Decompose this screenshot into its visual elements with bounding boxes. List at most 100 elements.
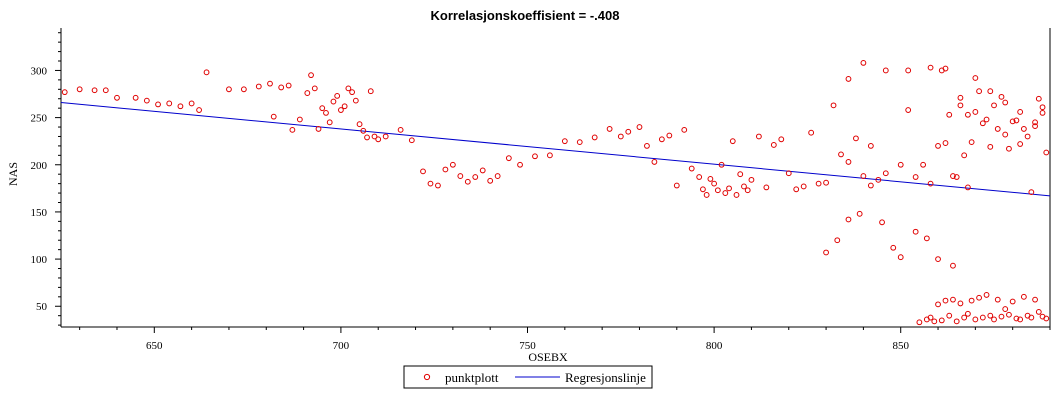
scatter-point bbox=[707, 176, 714, 182]
scatter-point bbox=[472, 174, 479, 180]
scatter-point bbox=[927, 64, 934, 71]
x-tick-label: 650 bbox=[146, 340, 163, 352]
scatter-point bbox=[953, 174, 960, 180]
scatter-point bbox=[1017, 109, 1024, 115]
scatter-point bbox=[744, 187, 751, 194]
scatter-point bbox=[532, 153, 538, 160]
scatter-point bbox=[696, 174, 703, 180]
y-tick-label: 200 bbox=[31, 160, 48, 172]
scatter-point bbox=[1017, 141, 1024, 147]
scatter-point bbox=[364, 134, 370, 141]
scatter-point bbox=[367, 88, 374, 95]
scatter-point bbox=[983, 116, 990, 123]
scatter-point bbox=[1017, 316, 1024, 323]
scatter-point bbox=[352, 97, 359, 104]
scatter-point bbox=[91, 87, 98, 94]
scatter-point bbox=[1020, 293, 1027, 300]
scatter-point bbox=[323, 109, 329, 116]
scatter-point bbox=[517, 161, 523, 168]
scatter-point bbox=[1002, 131, 1009, 138]
scatter-point bbox=[311, 85, 318, 92]
y-axis-title: NAS bbox=[6, 162, 20, 186]
scatter-point bbox=[737, 171, 744, 178]
scatter-point bbox=[1009, 118, 1016, 125]
y-tick-label: 250 bbox=[31, 113, 48, 125]
scatter-point bbox=[464, 178, 471, 185]
scatter-point bbox=[931, 318, 938, 325]
scatter-point bbox=[916, 319, 923, 326]
scatter-point bbox=[860, 173, 867, 179]
scatter-point bbox=[927, 180, 934, 187]
scatter-point bbox=[114, 94, 120, 101]
scatter-point bbox=[334, 93, 341, 99]
scatter-point bbox=[688, 165, 695, 172]
scatter-point bbox=[1009, 298, 1016, 305]
scatter-point bbox=[979, 314, 986, 321]
scatter-point bbox=[177, 103, 184, 110]
scatter-point bbox=[987, 143, 994, 150]
scatter-point bbox=[927, 314, 934, 321]
scatter-point bbox=[1032, 296, 1038, 303]
scatter-point bbox=[834, 237, 841, 244]
scatter-point bbox=[371, 133, 378, 140]
scatter-point bbox=[979, 120, 986, 127]
scatter-point bbox=[950, 262, 956, 269]
scatter-point bbox=[487, 177, 494, 184]
scatter-point bbox=[1035, 95, 1042, 102]
scatter-point bbox=[976, 88, 982, 95]
scatter-point bbox=[255, 83, 262, 90]
scatter-point bbox=[998, 313, 1005, 320]
scatter-point bbox=[561, 138, 568, 145]
scatter-point bbox=[651, 159, 658, 165]
scatter-point bbox=[845, 76, 852, 82]
scatter-point bbox=[397, 126, 404, 133]
scatter-point bbox=[748, 176, 755, 183]
scatter-point bbox=[808, 129, 815, 136]
regression-line-group bbox=[60, 102, 1051, 197]
scatter-point bbox=[815, 180, 822, 187]
scatter-point bbox=[1039, 104, 1046, 111]
scatter-point bbox=[382, 133, 389, 140]
scatter-point bbox=[912, 228, 919, 235]
scatter-point bbox=[143, 97, 150, 104]
scatter-point bbox=[957, 102, 964, 109]
scatter-point bbox=[964, 310, 971, 317]
scatter-point bbox=[987, 88, 994, 95]
scatter-point bbox=[890, 244, 897, 251]
scatter-point bbox=[741, 183, 747, 190]
scatter-point bbox=[591, 134, 598, 141]
scatter-point bbox=[912, 174, 919, 180]
scatter-point bbox=[703, 192, 710, 198]
scatter-point bbox=[770, 142, 777, 148]
scatter-point bbox=[714, 187, 721, 194]
scatter-point bbox=[882, 170, 889, 177]
scatter-point bbox=[1013, 315, 1020, 322]
scatter-point bbox=[155, 101, 161, 108]
scatter-point bbox=[793, 186, 800, 193]
scatter-point bbox=[991, 102, 997, 109]
scatter-point bbox=[733, 192, 740, 198]
scatter-point bbox=[853, 135, 859, 142]
legend-label-regresjonslinje: Regresjonslinje bbox=[565, 370, 646, 385]
scatter-point bbox=[755, 133, 762, 140]
scatter-point bbox=[1006, 145, 1012, 152]
scatter-point bbox=[449, 161, 456, 168]
scatter-point bbox=[427, 180, 434, 187]
scatter-point bbox=[658, 136, 665, 143]
scatter-point bbox=[61, 89, 68, 96]
scatter-point bbox=[953, 318, 960, 325]
scatter-point bbox=[882, 67, 889, 74]
scatter-point bbox=[923, 235, 930, 242]
scatter-point bbox=[1043, 315, 1050, 322]
scatter-point bbox=[961, 314, 968, 321]
scatter-point bbox=[968, 139, 975, 146]
scatter-point bbox=[972, 316, 979, 323]
scatter-point bbox=[718, 161, 725, 168]
scatter-point bbox=[838, 151, 844, 158]
scatter-point bbox=[375, 136, 382, 143]
scatter-point bbox=[897, 254, 904, 261]
scatter-point bbox=[860, 59, 867, 66]
scatter-point bbox=[800, 183, 807, 190]
scatter-point bbox=[1028, 314, 1035, 321]
